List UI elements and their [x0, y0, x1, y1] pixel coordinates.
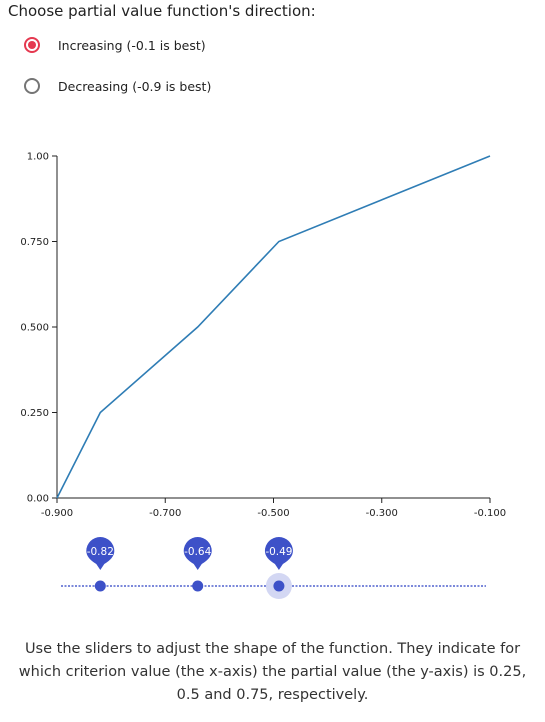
slider-thumb[interactable]: [95, 581, 106, 592]
x-tick-label: -0.500: [257, 508, 289, 519]
slider-value-label: -0.82: [87, 546, 114, 558]
y-tick-label: 1.00: [27, 152, 49, 163]
x-tick-label: -0.700: [149, 508, 181, 519]
chart-series: [57, 156, 490, 498]
radio-decreasing-indicator[interactable]: [24, 78, 40, 94]
chart-axes: 0.00 0.250 0.500 0.750 1.00 -0.900 -0.700 -0.50…: [20, 152, 506, 520]
instructions-caption: Use the sliders to adjust the shape of t…: [10, 638, 535, 707]
slider-value-label: -0.49: [265, 546, 292, 558]
radio-increasing-indicator[interactable]: [24, 37, 40, 53]
radio-increasing[interactable]: Increasing (-0.1 is best): [24, 34, 206, 56]
x-tick-label: -0.900: [41, 508, 73, 519]
radio-decreasing[interactable]: Decreasing (-0.9 is best): [24, 75, 211, 97]
radio-increasing-label: Increasing (-0.1 is best): [58, 38, 206, 53]
value-function-line: [57, 156, 490, 498]
y-tick-label: 0.250: [20, 408, 49, 419]
y-tick-label: 0.500: [20, 323, 49, 334]
x-tick-label: -0.300: [366, 508, 398, 519]
slider-value-label: -0.64: [184, 546, 211, 558]
y-tick-label: 0.00: [27, 494, 49, 505]
partial-value-chart: 0.00 0.250 0.500 0.750 1.00 -0.900 -0.700 -0.50…: [0, 140, 545, 610]
slider-group[interactable]: -0.82 -0.64 -0.49: [61, 537, 486, 599]
y-tick-label: 0.750: [20, 237, 49, 248]
direction-prompt: Choose partial value function's directio…: [8, 2, 316, 20]
radio-decreasing-label: Decreasing (-0.9 is best): [58, 79, 211, 94]
x-tick-label: -0.100: [474, 508, 506, 519]
slider-thumb[interactable]: [273, 581, 284, 592]
slider-thumb[interactable]: [192, 581, 203, 592]
